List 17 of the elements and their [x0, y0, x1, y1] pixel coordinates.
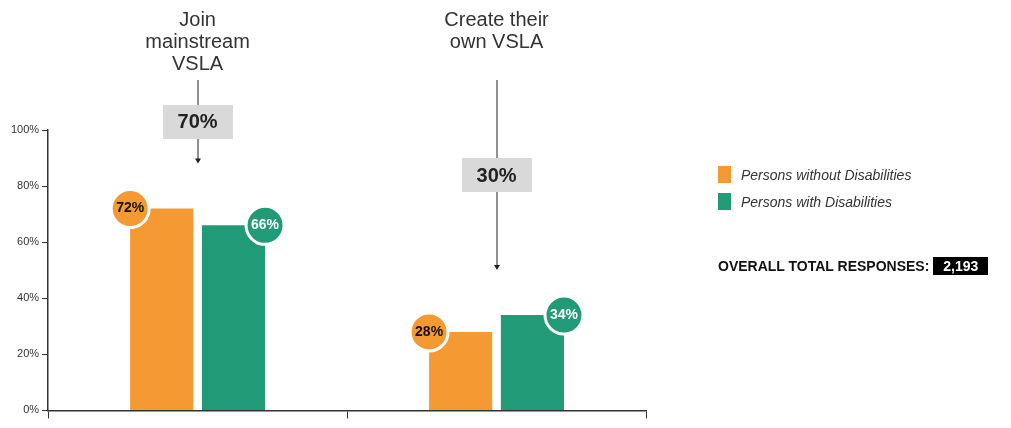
x-tick-label: Join mainstream VSLA: [145, 7, 250, 74]
y-tick-label: 40%: [17, 291, 40, 304]
legend-label: Persons with Disabilities: [741, 193, 892, 210]
data-label: 28%: [415, 322, 444, 339]
y-tick-label: 100%: [10, 123, 40, 136]
y-tick-label: 0%: [23, 403, 40, 416]
legend-label: Persons without Disabilities: [741, 166, 912, 183]
text: OVERALL TOTAL RESPONSES: 2,193: [718, 257, 980, 275]
y-tick-label: 60%: [17, 235, 40, 248]
y-tick-label: 80%: [17, 179, 40, 192]
annotation: 70%: [177, 110, 218, 134]
data-label: 66%: [251, 216, 280, 233]
annotation: 30%: [476, 163, 517, 187]
data-label: 72%: [116, 199, 145, 216]
y-tick-label: 20%: [17, 347, 40, 360]
data-label: 34%: [549, 305, 579, 322]
x-tick-label: Create their own VSLA: [444, 7, 550, 52]
